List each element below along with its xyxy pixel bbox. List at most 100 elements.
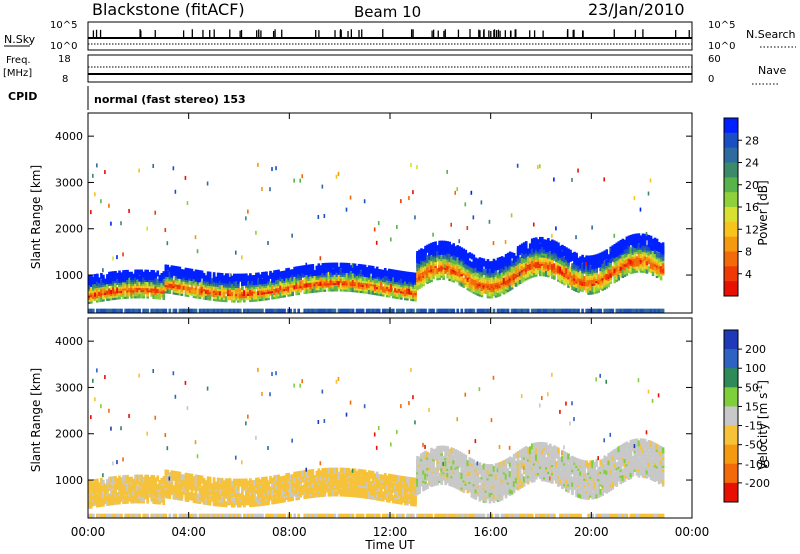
scatter-cell: [236, 286, 240, 293]
scatter-cell: [353, 468, 357, 475]
scatter-cell: [100, 272, 103, 279]
scatter-cell: [349, 265, 353, 272]
scatter-cell: [468, 252, 472, 259]
scatter-cell: [168, 476, 171, 481]
scatter-cell: [369, 481, 373, 488]
scatter-cell: [251, 295, 254, 302]
nsky-tick-high: 10^5: [50, 20, 77, 31]
scatter-cell: [154, 284, 158, 291]
scatter-cell: [289, 487, 292, 494]
scatter-cell: [657, 246, 661, 253]
scatter-cell: [104, 170, 106, 175]
scatter-cell: [283, 513, 286, 518]
scatter-cell: [291, 490, 294, 497]
scatter-cell: [442, 257, 445, 264]
scatter-cell: [355, 513, 359, 518]
scatter-cell: [295, 471, 298, 478]
scatter-cell: [200, 270, 204, 277]
colorbar-tick-label: 4: [745, 268, 752, 281]
scatter-cell: [124, 513, 127, 518]
scatter-cell: [448, 241, 451, 248]
scatter-cell: [277, 269, 280, 276]
scatter-cell: [140, 495, 143, 502]
scatter-cell: [265, 476, 268, 483]
scatter-cell: [538, 164, 541, 169]
scatter-cell: [486, 290, 490, 297]
scatter-cell: [345, 262, 349, 269]
scatter-cell: [88, 283, 91, 290]
scatter-cell: [557, 273, 560, 280]
scatter-cell: [591, 261, 594, 268]
scatter-cell: [551, 262, 554, 269]
scatter-cell: [303, 513, 307, 518]
scatter-cell: [363, 488, 367, 495]
scatter-cell: [130, 271, 133, 278]
scatter-cell: [325, 467, 329, 474]
scatter-cell: [208, 294, 212, 301]
scatter-cell: [192, 482, 196, 489]
scatter-cell: [120, 308, 123, 313]
scatter-cell: [647, 191, 650, 196]
scatter-cell: [239, 493, 242, 500]
scatter-cell: [617, 241, 621, 248]
scatter-cell: [200, 513, 204, 518]
scatter-cell: [295, 280, 298, 287]
scatter-cell: [128, 271, 131, 278]
scatter-cell: [228, 513, 232, 518]
scatter-cell: [192, 476, 196, 483]
scatter-cell: [551, 254, 554, 261]
scatter-cell: [369, 489, 373, 496]
scatter-cell: [230, 495, 234, 502]
scatter-cell: [532, 271, 536, 278]
scatter-cell: [128, 495, 131, 502]
scatter-cell: [190, 513, 194, 518]
scatter-cell: [291, 474, 294, 481]
scatter-cell: [309, 268, 313, 275]
scatter-cell: [106, 513, 109, 518]
scatter-cell: [416, 265, 419, 272]
scatter-cell: [239, 308, 242, 313]
scatter-cell: [551, 308, 554, 313]
scatter-cell: [494, 268, 498, 275]
scatter-cell: [591, 267, 594, 274]
scatter-cell: [464, 202, 467, 207]
scatter-cell: [287, 472, 290, 479]
scatter-cell: [126, 284, 129, 291]
scatter-cell: [480, 270, 484, 277]
scatter-cell: [196, 288, 200, 295]
scatter-cell: [126, 483, 129, 490]
scatter-cell: [194, 288, 198, 295]
scatter-cell: [520, 255, 524, 262]
scatter-cell: [220, 295, 224, 302]
scatter-cell: [297, 513, 300, 518]
scatter-cell: [313, 308, 317, 313]
scatter-cell: [245, 285, 248, 292]
scatter-cell: [184, 286, 188, 293]
scatter-cell: [561, 251, 564, 258]
scatter-cell: [311, 469, 315, 476]
scatter-cell: [361, 473, 365, 480]
colorbar-segment: [724, 147, 738, 163]
scatter-cell: [514, 280, 518, 287]
scatter-cell: [291, 478, 294, 485]
scatter-cell: [385, 278, 389, 285]
scatter-cell: [530, 259, 534, 266]
scatter-cell: [90, 513, 93, 518]
scatter-cell: [245, 216, 247, 221]
scatter-cell: [146, 480, 149, 487]
scatter-cell: [257, 367, 259, 372]
scatter-cell: [198, 308, 202, 313]
beam-label: Beam 10: [354, 3, 421, 21]
scatter-cell: [293, 471, 296, 478]
scatter-cell: [599, 252, 602, 259]
scatter-cell: [390, 273, 393, 280]
scatter-cell: [257, 293, 260, 300]
scatter-cell: [404, 279, 407, 286]
scatter-cell: [96, 478, 99, 485]
scatter-cell: [180, 269, 184, 276]
scatter-cell: [645, 263, 649, 270]
scatter-cell: [305, 467, 308, 472]
scatter-cell: [478, 257, 482, 264]
scatter-cell: [118, 479, 121, 486]
scatter-cell: [134, 275, 137, 282]
